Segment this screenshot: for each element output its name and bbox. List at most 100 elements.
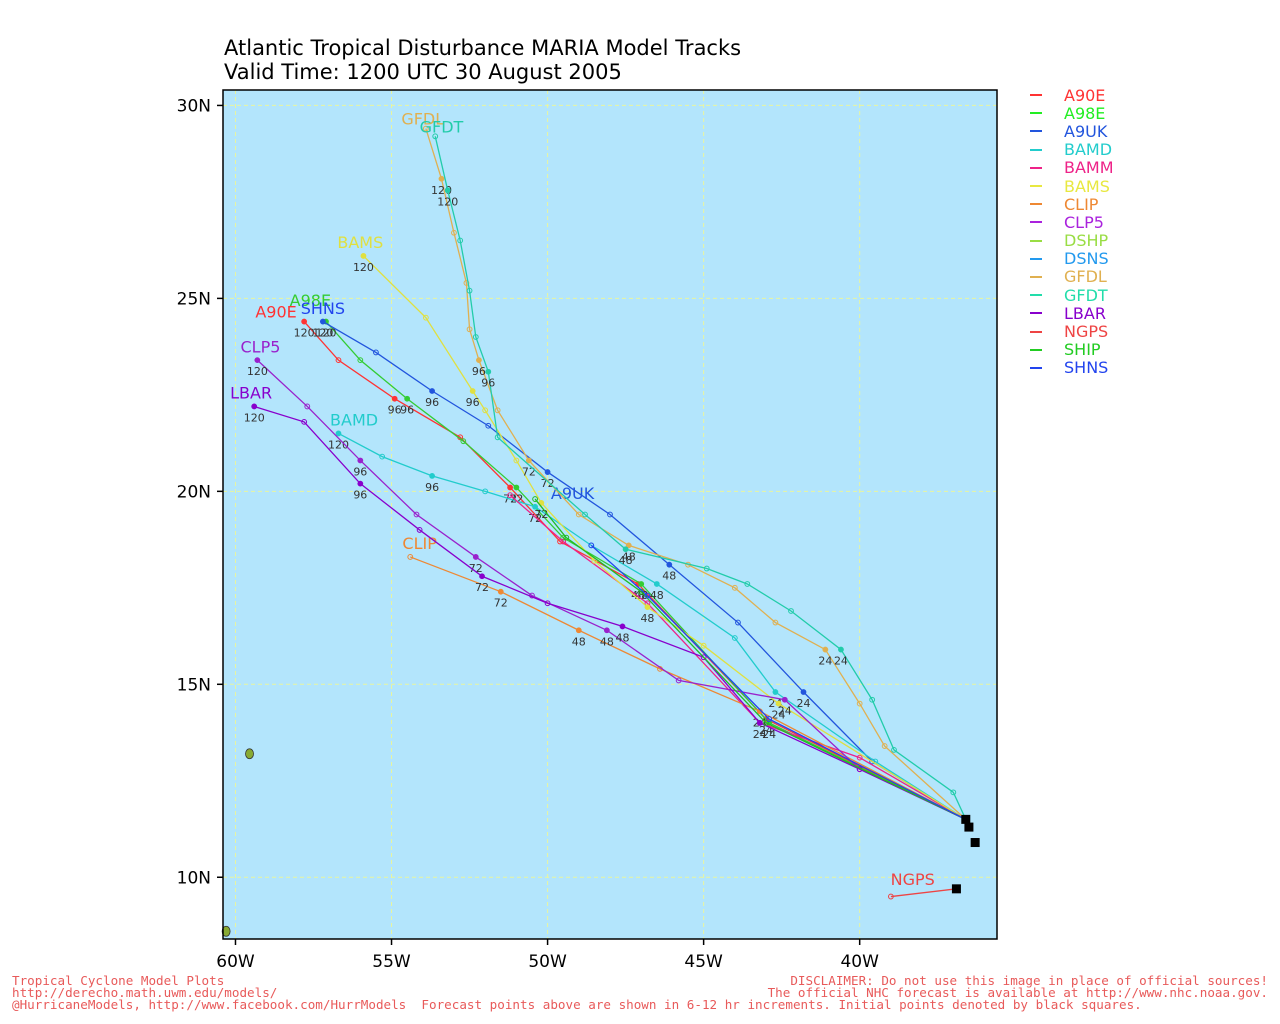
forecast-hour-label: 120 <box>244 411 265 424</box>
track-point-lbar <box>251 403 258 410</box>
track-point-clp5 <box>304 403 311 410</box>
y-tick-label: 10N <box>177 868 211 888</box>
track-point-clip <box>407 554 414 560</box>
legend-swatch <box>1030 275 1042 278</box>
track-point-lbar <box>479 573 485 580</box>
track-point-bamm <box>856 754 863 761</box>
forecast-mark-a9uk <box>545 469 550 475</box>
legend-label: A98E <box>1064 103 1106 123</box>
forecast-mark-gfdt <box>623 547 628 552</box>
track-point-gfdl <box>625 542 632 549</box>
forecast-mark-lbar <box>479 574 485 579</box>
forecast-hour-label: 96 <box>425 396 439 409</box>
forecast-hour-label: 96 <box>481 377 495 390</box>
legend-swatch <box>1030 221 1042 224</box>
track-point-a90e <box>301 318 308 325</box>
track-point-a9uk <box>429 388 436 394</box>
track-label-bamd: BAMD <box>330 411 378 430</box>
track-point-gfdt <box>788 608 794 614</box>
forecast-mark-a90e <box>301 319 307 324</box>
forecast-mark-gfdl <box>439 176 444 181</box>
track-point-bamm <box>560 538 567 545</box>
track-point-bams <box>469 388 476 394</box>
legend-item-clp5: CLP5 <box>1030 212 1114 232</box>
forecast-hour-label: 72 <box>494 597 508 610</box>
legend-label: GFDT <box>1064 285 1108 305</box>
legend-swatch <box>1030 94 1042 97</box>
track-point-clp5 <box>413 511 420 518</box>
legend-item-bamd: BAMD <box>1030 140 1114 159</box>
forecast-mark-gfdl <box>526 458 532 463</box>
legend-swatch <box>1030 294 1042 297</box>
track-point-gfdl <box>731 584 738 591</box>
forecast-mark-bams <box>776 701 781 706</box>
track-point-ngps <box>887 893 894 900</box>
track-label-clip: CLIP <box>402 534 437 553</box>
track-bamm <box>509 494 967 820</box>
legend-label: BAMM <box>1064 158 1114 178</box>
track-point-lbar <box>700 654 707 661</box>
track-point-a9uk <box>735 619 741 626</box>
track-point-gfdt <box>472 334 479 340</box>
legend-label: GFDL <box>1064 267 1107 287</box>
forecast-hour-label: 48 <box>619 554 633 567</box>
forecast-hour-label: 72 <box>541 477 555 490</box>
track-label-shns: SHNS <box>301 299 345 318</box>
x-tick-label: 45W <box>684 952 723 972</box>
track-point-bamd <box>772 689 779 695</box>
forecast-hour-label: 48 <box>600 635 614 648</box>
track-point-bamd <box>653 581 660 587</box>
track-point-gfdt <box>485 368 492 375</box>
forecast-mark-bamd <box>429 473 435 479</box>
track-point-clp5 <box>357 457 364 464</box>
legend-label: A90E <box>1064 85 1106 105</box>
forecast-hour-label: 24 <box>797 697 811 710</box>
legend-swatch <box>1030 330 1042 333</box>
track-point-gfdt <box>744 581 751 587</box>
track-point-gfdl <box>772 619 779 626</box>
legend-item-shns: SHNS <box>1030 358 1114 377</box>
forecast-hour-label: 24 <box>753 728 767 741</box>
forecast-hour-label: 72 <box>475 581 489 594</box>
track-point-gfdl <box>438 175 445 182</box>
legend-item-bams: BAMS <box>1030 176 1114 196</box>
track-point-gfdt <box>869 696 876 703</box>
x-tick-label: 50W <box>528 952 567 972</box>
track-point-gfdl <box>476 357 482 364</box>
y-tick-label: 25N <box>177 289 211 309</box>
track-point-bamd <box>532 503 538 510</box>
legend-swatch <box>1030 348 1042 351</box>
forecast-mark-a98e <box>404 396 410 401</box>
track-point-bams <box>775 700 782 707</box>
track-point-gfdl <box>451 229 457 236</box>
forecast-mark-a90e <box>507 485 513 490</box>
legend-label: BAMS <box>1064 176 1110 196</box>
forecast-mark-a90e <box>392 396 397 401</box>
legend-label: CLP5 <box>1064 212 1104 232</box>
forecast-mark-lbar <box>620 624 625 629</box>
forecast-mark-a9uk <box>429 388 435 394</box>
legend-item-ngps: NGPS <box>1030 322 1114 342</box>
track-point-gfdt <box>432 133 439 140</box>
footer-credit: Tropical Cyclone Model Plots <box>12 973 225 988</box>
track-point-gfdt <box>582 511 588 518</box>
track-point-lbar <box>544 600 551 607</box>
track-point-clp5 <box>675 677 682 684</box>
track-label-lbar: LBAR <box>230 384 272 403</box>
footer-right: DISCLAIMER: Do not use this image in pla… <box>768 974 1268 999</box>
forecast-hour-label: 48 <box>615 631 629 644</box>
track-ngps <box>890 888 957 898</box>
map-frame <box>222 89 998 940</box>
forecast-mark-gfdl <box>823 647 828 652</box>
track-point-shns <box>766 716 773 722</box>
forecast-mark-lbar <box>358 481 363 486</box>
track-point-lbar <box>619 623 626 630</box>
track-point-gfdt <box>444 187 451 194</box>
track-point-a98e <box>404 395 411 402</box>
track-point-ship <box>563 534 570 541</box>
legend-item-bamm: BAMM <box>1030 158 1114 178</box>
forecast-hour-label: 120 <box>328 438 349 451</box>
legend-label: NGPS <box>1064 322 1109 342</box>
track-a9uk <box>322 320 967 820</box>
legend-item-lbar: LBAR <box>1030 304 1114 323</box>
